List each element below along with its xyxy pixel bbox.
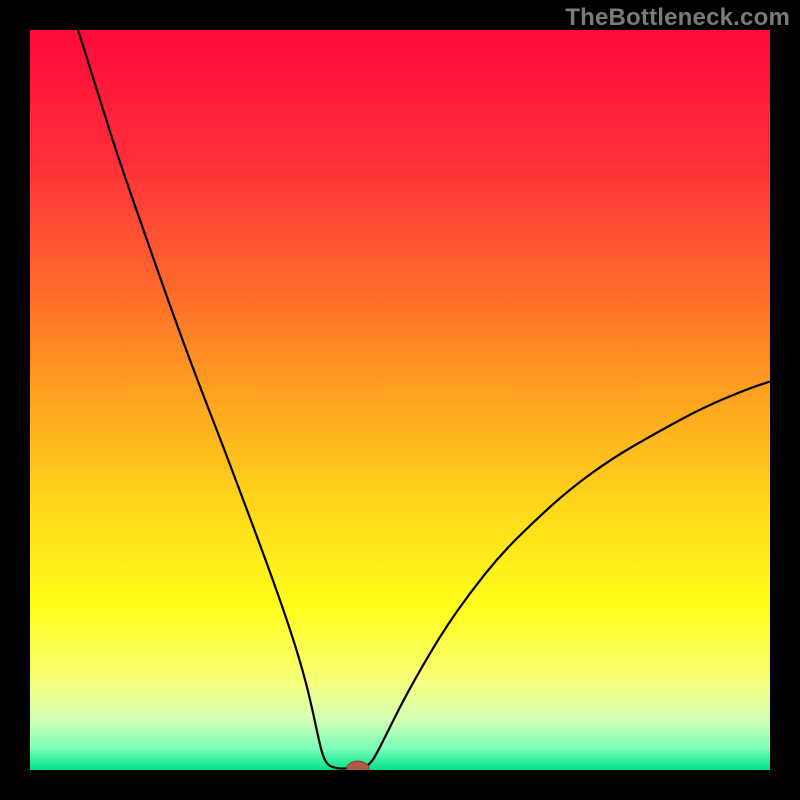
gradient-background xyxy=(30,30,770,770)
chart-plot-area xyxy=(30,30,770,770)
bottleneck-chart xyxy=(30,30,770,770)
watermark-text: TheBottleneck.com xyxy=(565,4,790,32)
